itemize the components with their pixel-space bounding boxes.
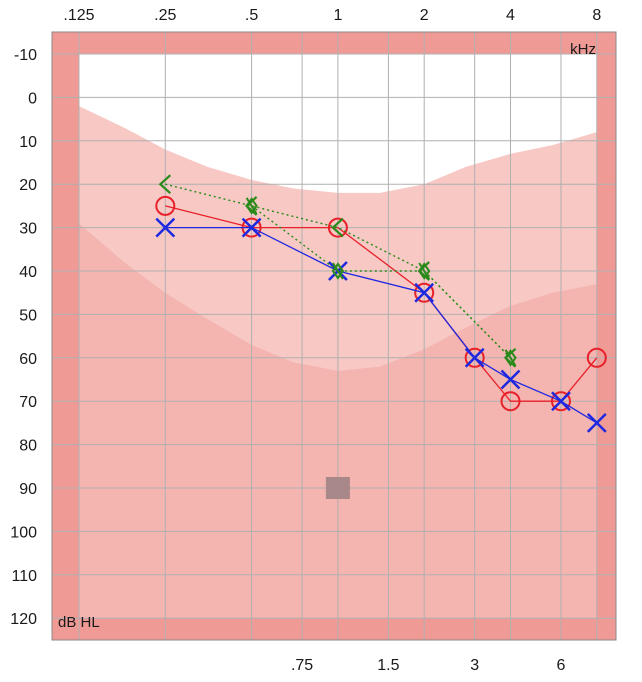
plot-background [52,32,616,640]
x-marker [155,217,176,238]
y-tick-label: 110 [11,568,37,585]
y-tick-label: 50 [19,307,37,324]
x-tick-label-top: 4 [506,7,515,24]
y-tick-label: 0 [28,90,37,107]
data-series [155,174,607,499]
diamond-marker [245,197,258,215]
circle-marker [586,347,607,368]
y-tick-label: 40 [19,264,37,281]
y-axis-label: dB HL [58,614,100,631]
x-tick-label-bottom: 6 [557,657,566,674]
diamond-marker [331,262,345,280]
bracket-marker [331,217,344,238]
series-line-diamond [251,205,511,359]
x-tick-label-top: .5 [245,7,258,24]
bracket-marker [158,174,172,195]
y-tick-label: 90 [19,481,37,498]
x-tick-label-top: 2 [420,7,429,24]
y-tick-label: 80 [19,438,37,455]
x-marker [464,347,485,368]
axis-ticks: .125 .25 .5 1 2 4 8 .75 1.5 3 6 -10 0 10 20 30 40 50 60 70 8… [10,7,601,674]
x-marker [500,369,521,390]
y-tick-label: 10 [19,134,37,151]
diamond-marker [417,262,431,280]
x-axis-label: kHz [570,41,596,58]
deep-band [79,401,597,640]
x-tick-label-top: .125 [63,7,94,24]
x-marker [241,217,262,238]
y-tick-label: 20 [19,177,37,194]
x-marker [551,391,571,412]
y-tick-label: 70 [19,394,37,411]
y-tick-label: 30 [19,221,37,238]
x-tick-label-top: 1 [333,7,342,24]
diamond-marker [504,349,517,367]
masking-square-marker [325,477,350,499]
circle-marker [500,391,521,412]
circle-marker [550,391,571,412]
x-tick-label-top: .25 [154,7,176,24]
y-tick-label: 60 [19,351,37,368]
x-tick-label-bottom: 3 [470,657,479,674]
x-tick-label-bottom: 1.5 [377,657,399,674]
circle-marker [327,217,348,238]
x-marker [586,413,607,433]
circle-marker [414,282,435,303]
plot-frame [51,31,617,641]
circle-marker [464,347,485,368]
y-tick-label: -10 [14,47,37,64]
x-tick-label-bottom: .75 [291,657,313,674]
series-line-x [165,226,598,424]
y-tick-label: 100 [10,524,37,541]
circle-marker [155,195,176,216]
y-tick-label: 120 [10,611,37,628]
x-marker [414,282,435,303]
x-tick-label-top: 8 [592,7,601,24]
